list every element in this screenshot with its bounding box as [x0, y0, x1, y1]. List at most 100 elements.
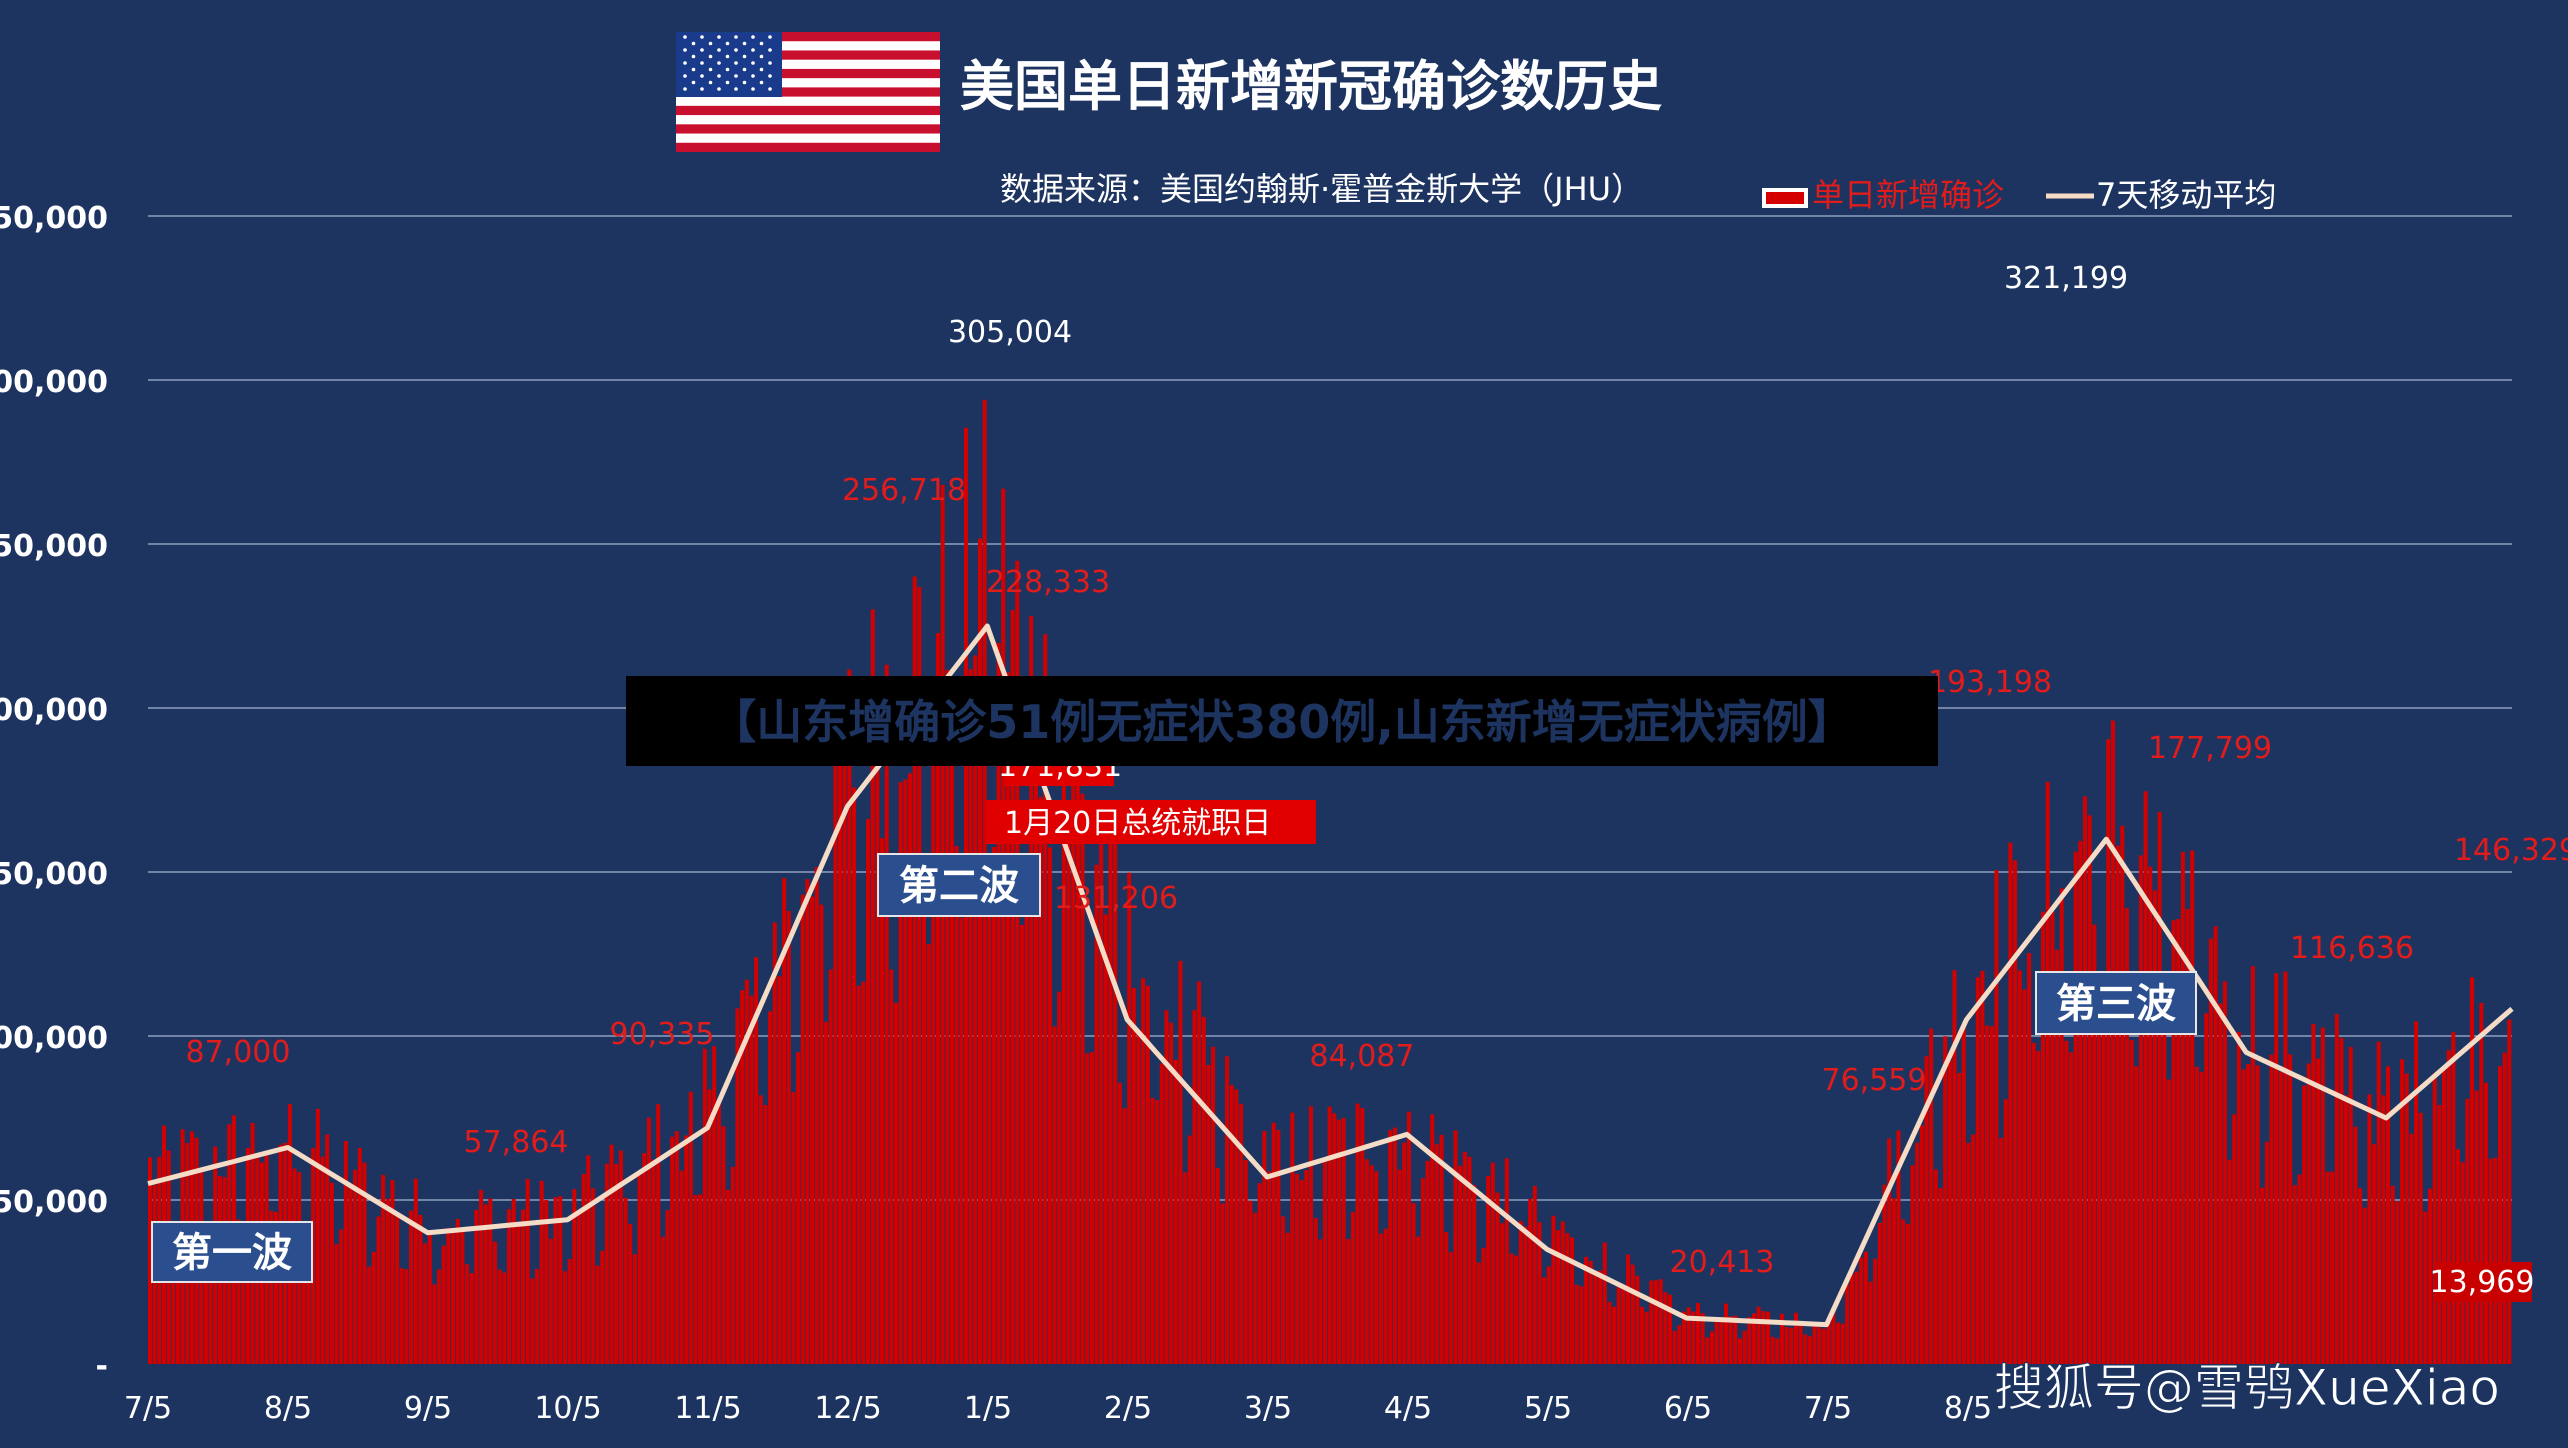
bar	[651, 1159, 656, 1364]
bar	[2143, 791, 2148, 1364]
bar	[1584, 1256, 1589, 1364]
bar	[693, 1195, 698, 1364]
bar	[712, 1046, 717, 1364]
bar	[1807, 1336, 1812, 1364]
moving-average-line	[147, 623, 2514, 1328]
bar	[241, 1248, 246, 1364]
bar	[1458, 1165, 1463, 1364]
bar	[777, 976, 782, 1364]
bar	[306, 1236, 311, 1364]
bar	[1663, 1292, 1668, 1364]
bar	[1975, 977, 1980, 1364]
bar	[1821, 1328, 1826, 1364]
bar	[2306, 1063, 2311, 1364]
bar	[1248, 1200, 1253, 1364]
bar	[507, 1209, 511, 1364]
bar	[548, 1238, 553, 1364]
bar	[2083, 796, 2087, 1364]
bar	[2106, 739, 2111, 1364]
bar	[516, 1222, 521, 1364]
bar	[1570, 1237, 1575, 1364]
bar	[1654, 1280, 1659, 1364]
bar	[544, 1199, 549, 1364]
bar	[2073, 851, 2078, 1364]
bar	[325, 1134, 330, 1364]
bar	[2367, 1094, 2372, 1364]
annotation-label: 90,335	[610, 1017, 715, 1052]
bar	[1779, 1313, 1784, 1364]
chart-title: 美国单日新增新冠确诊数历史	[960, 55, 1662, 118]
bar	[1481, 1247, 1486, 1364]
bar	[819, 904, 824, 1364]
bar	[2148, 866, 2153, 1364]
x-tick-label: 9/5	[404, 1391, 452, 1426]
y-axis-labels: - 50,000 100,000 150,000 200,000 250,000 300,0…	[0, 201, 108, 1384]
bar	[2474, 1090, 2479, 1364]
bar	[786, 910, 791, 1364]
bar	[2003, 1099, 2008, 1364]
bar	[1150, 1097, 1155, 1364]
bar	[413, 1178, 418, 1364]
bar	[1047, 847, 1052, 1364]
bar	[945, 669, 950, 1364]
bar	[590, 1188, 595, 1364]
bar	[2138, 855, 2143, 1364]
bar	[1113, 818, 1118, 1364]
bar	[2386, 1066, 2391, 1364]
bar	[1579, 1286, 1584, 1364]
bar	[2334, 1014, 2339, 1364]
bar	[721, 1126, 726, 1364]
watermark: 搜狐号@雪鸮XueXiao	[1994, 1359, 2500, 1417]
bar	[1220, 1203, 1225, 1364]
bar	[1364, 1159, 1369, 1364]
bar	[1425, 1160, 1430, 1364]
x-tick-label: 2/5	[1104, 1391, 1152, 1426]
bar	[1075, 768, 1080, 1364]
bar	[535, 1268, 539, 1364]
bar	[2376, 1041, 2381, 1364]
bar	[1187, 1135, 1192, 1364]
bar	[614, 1164, 619, 1364]
bar	[1169, 1022, 1174, 1364]
bar	[763, 1105, 768, 1364]
bar	[1817, 1327, 1822, 1364]
overlay-banner: 【山东增确诊51例无症状380例,山东新增无症状病例】	[626, 676, 1938, 766]
bar	[670, 1136, 675, 1364]
bar	[810, 896, 815, 1364]
bar	[772, 922, 777, 1364]
bar	[1999, 1137, 2004, 1364]
wave-3-box: 第三波	[2035, 971, 2197, 1035]
bar	[2502, 1052, 2507, 1364]
bar	[339, 1229, 344, 1364]
bar	[2316, 1058, 2321, 1364]
bar	[1374, 1171, 1379, 1364]
bar	[576, 1213, 581, 1364]
bar	[1859, 1257, 1864, 1364]
bar	[1947, 1060, 1952, 1364]
bar	[1812, 1324, 1817, 1364]
bar	[399, 1268, 404, 1364]
bar	[1029, 616, 1034, 1364]
bar	[707, 1089, 712, 1364]
bar	[1071, 737, 1076, 1364]
bar	[1658, 1279, 1663, 1364]
bar	[2199, 1071, 2204, 1364]
bar	[1756, 1306, 1761, 1364]
bar	[674, 1131, 679, 1364]
bar	[1383, 1228, 1388, 1364]
bar	[814, 867, 819, 1364]
bar	[502, 1272, 507, 1364]
overlay-banner-text: 【山东增确诊51例无症状380例,山东新增无症状病例】	[710, 695, 1854, 749]
bar	[1336, 1119, 1341, 1364]
bar	[2465, 1098, 2470, 1364]
bar	[2115, 845, 2120, 1364]
bar	[2041, 911, 2046, 1364]
bar	[1369, 1165, 1374, 1364]
bar	[2124, 908, 2129, 1364]
bar	[1434, 1144, 1439, 1364]
bar	[1295, 1173, 1299, 1364]
annotation-label: 177,799	[2148, 731, 2272, 766]
bar	[1313, 1218, 1318, 1364]
bar	[1406, 1111, 1411, 1364]
bar	[2152, 890, 2157, 1364]
